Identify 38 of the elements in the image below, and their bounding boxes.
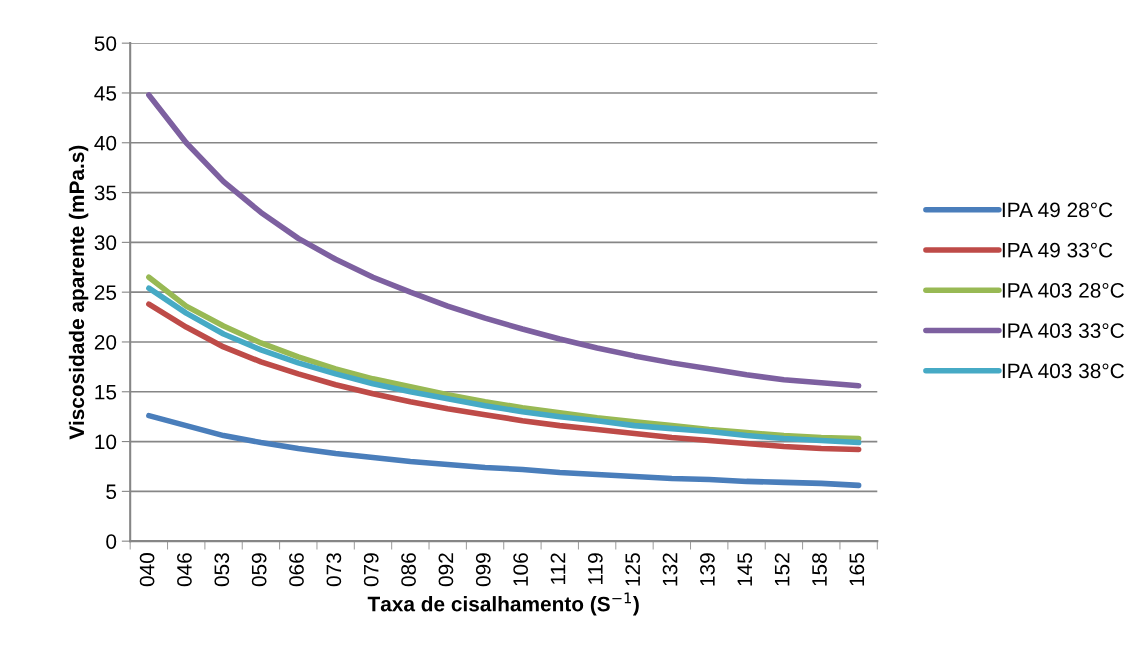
x-tick-label: 040 — [139, 553, 155, 587]
y-tick-label: 5 — [106, 484, 117, 500]
y-tick-label: 30 — [94, 235, 117, 251]
x-axis-title: Taxa de cisalhamento (S$^{−1}$) — [367, 592, 639, 616]
y-axis-title: Viscosidade aparente (mPa.s) — [68, 145, 89, 440]
x-tick-label: 125 — [625, 553, 641, 586]
x-tick-label: 066 — [289, 553, 304, 587]
x-tick-label: 139 — [700, 553, 715, 586]
x-tick-label: 119 — [587, 553, 603, 584]
x-tick-label: 158 — [812, 553, 827, 586]
x-tick-label: 099 — [475, 553, 491, 587]
x-tick-label: 079 — [363, 553, 379, 587]
x-tick-label: 106 — [513, 553, 529, 586]
legend-label: IPA 403 38°C — [1002, 363, 1124, 379]
y-tick-label: 10 — [95, 434, 117, 450]
y-tick-label: 40 — [94, 135, 117, 151]
x-tick-label: 053 — [214, 553, 230, 587]
y-tick-label: 50 — [94, 36, 117, 51]
y-tick-label: 15 — [95, 384, 117, 400]
y-tick-label: 20 — [94, 334, 117, 350]
x-tick-label: 059 — [251, 553, 267, 587]
legend-label: IPA 403 33°C — [1002, 323, 1124, 339]
y-tick-label: 0 — [106, 534, 117, 549]
x-tick-label: 132 — [662, 553, 678, 586]
y-tick-label: 45 — [94, 86, 117, 101]
x-tick-label: 086 — [401, 553, 416, 587]
x-tick-label: 073 — [326, 553, 342, 587]
y-tick-label: 35 — [94, 185, 117, 201]
legend-label: IPA 49 33°C — [1002, 242, 1113, 258]
x-tick-label: 145 — [737, 553, 753, 586]
x-tick-label: 152 — [774, 553, 790, 586]
x-tick-label: 046 — [177, 553, 192, 587]
y-tick-label: 25 — [94, 285, 117, 300]
legend-label: IPA 49 28°C — [1002, 202, 1113, 218]
x-tick-label: 112 — [550, 553, 566, 584]
legend-label: IPA 403 28°C — [1002, 283, 1124, 298]
x-tick-label: 165 — [849, 553, 865, 586]
x-tick-label: 092 — [438, 553, 454, 587]
